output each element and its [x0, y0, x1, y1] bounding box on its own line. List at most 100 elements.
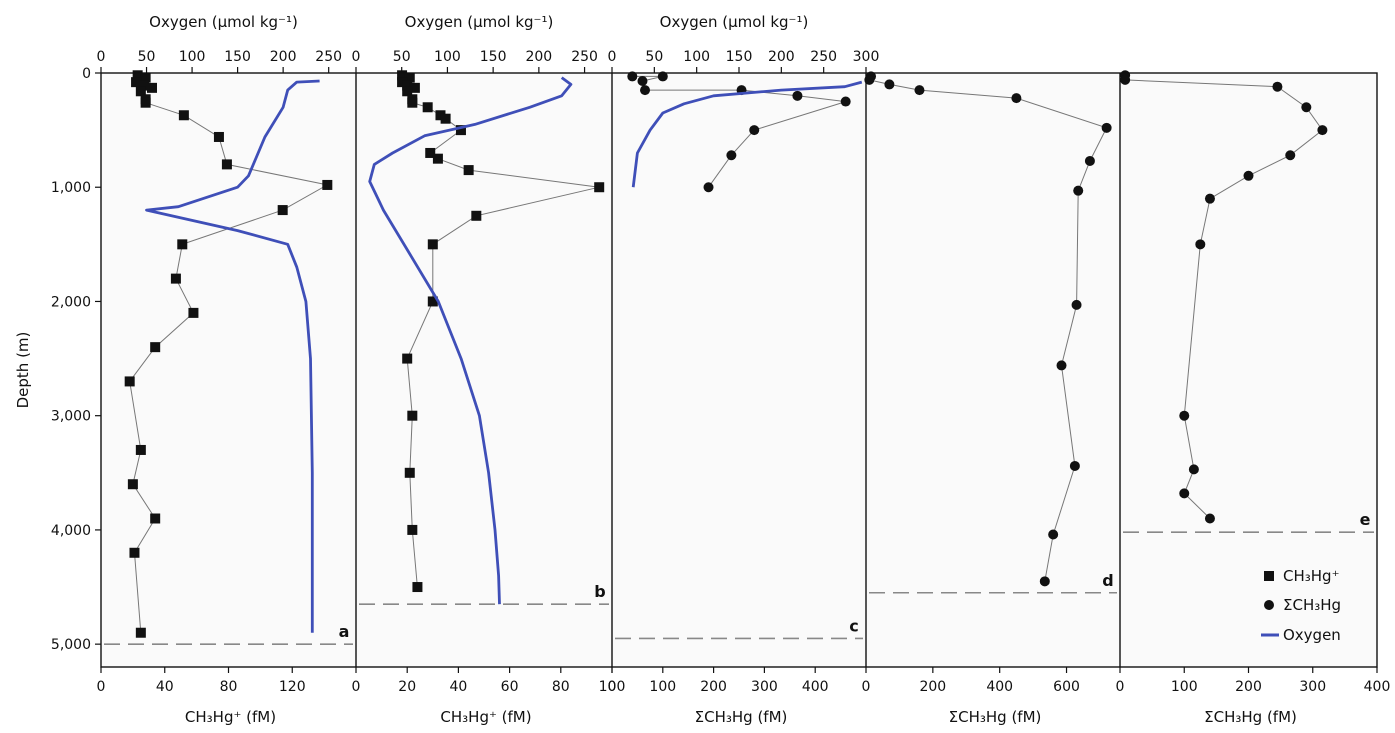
ch3hg-point [135, 627, 146, 638]
ch3hg-point [129, 547, 140, 558]
top-tick-label: 0 [608, 49, 617, 65]
sigma-ch3hg-point [1120, 74, 1131, 85]
ch3hg-point [427, 296, 438, 307]
top-tick-label: 100 [434, 49, 461, 65]
x-axis-label: ΣCH₃Hg (fM) [695, 708, 788, 726]
ch3hg-point [422, 102, 433, 113]
x-tick-label: 80 [220, 679, 238, 695]
plot-frame [100, 72, 1378, 668]
ch3hg-point [147, 82, 157, 93]
panel-d: 0 200 400 600 ΣCH₃Hg (fM) d [862, 71, 1117, 726]
sigma-ch3hg-point [1204, 193, 1215, 204]
sigma-ch3hg-point [792, 90, 803, 101]
sigma-ch3hg-point [1272, 81, 1283, 92]
y-tick-label: 5,000 [51, 637, 91, 653]
x-tick-label: 200 [1235, 679, 1262, 695]
ch3hg-point [131, 77, 142, 88]
ch3hg-point [435, 110, 446, 121]
sigma-ch3hg-point [1317, 125, 1328, 136]
x-tick-label: 100 [649, 679, 676, 695]
sigma-ch3hg-point [1101, 122, 1112, 133]
x-tick-label: 200 [919, 679, 946, 695]
sigma-ch3hg-point [884, 79, 895, 90]
ch3hg-point [409, 82, 420, 93]
x-tick-label: 120 [279, 679, 306, 695]
panel-letter-c: c [849, 616, 858, 635]
ch3hg-point [402, 80, 413, 91]
ch3hg-point [594, 182, 605, 193]
sigma-ch3hg-point [1195, 239, 1206, 250]
panel-c: 0 100 200 300 400 ΣCH₃Hg (fM) 0 50 100 150 200 250 3… [608, 13, 880, 726]
legend: CH₃Hg⁺ ΣCH₃Hg Oxygen [1261, 567, 1341, 644]
ch3hg-point [213, 131, 224, 142]
x-tick-label: 0 [608, 679, 617, 695]
panel-letter-e: e [1360, 510, 1371, 529]
panel-b: 0 20 40 60 80 100 CH₃Hg⁺ (fM) 0 50 100 150 200 250 Ox… [352, 13, 626, 726]
ch3hg-point [427, 239, 438, 250]
x-tick-label: 400 [1364, 679, 1391, 695]
x-tick-label: 300 [1299, 679, 1326, 695]
ch3hg-point [407, 97, 418, 108]
x-axis-label: ΣCH₃Hg (fM) [949, 708, 1042, 726]
sigma-ch3hg-point [726, 150, 737, 161]
top-tick-label: 50 [393, 49, 411, 65]
top-tick-label: 250 [810, 49, 837, 65]
panel-letter-a: a [339, 622, 350, 641]
ch3hg-point [139, 80, 150, 91]
top-tick-label: 100 [683, 49, 710, 65]
ch3hg-point [402, 353, 413, 364]
legend-label: Oxygen [1283, 626, 1341, 644]
top-axis-label: Oxygen (µmol kg⁻¹) [660, 13, 809, 31]
top-tick-label: 250 [315, 49, 342, 65]
top-tick-label: 150 [480, 49, 507, 65]
legend-circle-marker [1264, 600, 1274, 610]
ch3hg-point [397, 77, 408, 88]
top-tick-label: 300 [853, 49, 880, 65]
sigma-ch3hg-point [1301, 102, 1312, 113]
top-tick-label: 200 [768, 49, 795, 65]
x-tick-label: 40 [449, 679, 467, 695]
sigma-ch3hg-point [864, 74, 875, 85]
sigma-ch3hg-point [914, 85, 925, 96]
y-tick-label: 0 [82, 66, 91, 82]
ch3hg-point [170, 273, 181, 284]
x-axis-label: ΣCH₃Hg (fM) [1204, 708, 1297, 726]
ch3hg-point [407, 524, 418, 535]
ch3hg-point [404, 72, 415, 83]
sigma-ch3hg-point [627, 71, 638, 82]
sigma-ch3hg-point [1069, 460, 1080, 471]
sigma-ch3hg-point [640, 85, 651, 96]
ch3hg-point [412, 582, 423, 593]
y-tick-label: 4,000 [51, 523, 91, 539]
ch3hg-point [425, 147, 436, 158]
legend-label: ΣCH₃Hg [1283, 596, 1341, 614]
ch3hg-point [150, 513, 161, 524]
x-axis-label: CH₃Hg⁺ (fM) [185, 708, 276, 726]
x-tick-label: 200 [700, 679, 727, 695]
sigma-ch3hg-point [1204, 513, 1215, 524]
ch3hg-point [407, 410, 418, 421]
sigma-ch3hg-point [1048, 529, 1059, 540]
x-tick-label: 0 [1116, 679, 1125, 695]
sigma-ch3hg-point [1039, 576, 1050, 587]
sigma-ch3hg-point [1011, 93, 1022, 104]
ch3hg-point [322, 179, 333, 190]
top-tick-label: 50 [138, 49, 156, 65]
top-axis-label: Oxygen (µmol kg⁻¹) [405, 13, 554, 31]
profile-connector [632, 75, 846, 188]
ch3hg-point [124, 376, 135, 387]
x-tick-label: 0 [97, 679, 106, 695]
x-tick-label: 400 [802, 679, 829, 695]
y-tick-label: 3,000 [51, 409, 91, 425]
legend-label: CH₃Hg⁺ [1283, 567, 1339, 585]
ch3hg-point [132, 70, 143, 81]
sigma-ch3hg-point [749, 125, 760, 136]
ch3hg-point [188, 307, 199, 318]
ch3hg-point [463, 165, 474, 176]
oxygen-profile-line [631, 80, 863, 188]
top-tick-label: 200 [270, 49, 297, 65]
x-tick-label: 60 [501, 679, 519, 695]
oxygen-profile-line [145, 79, 320, 633]
x-tick-label: 0 [862, 679, 871, 695]
